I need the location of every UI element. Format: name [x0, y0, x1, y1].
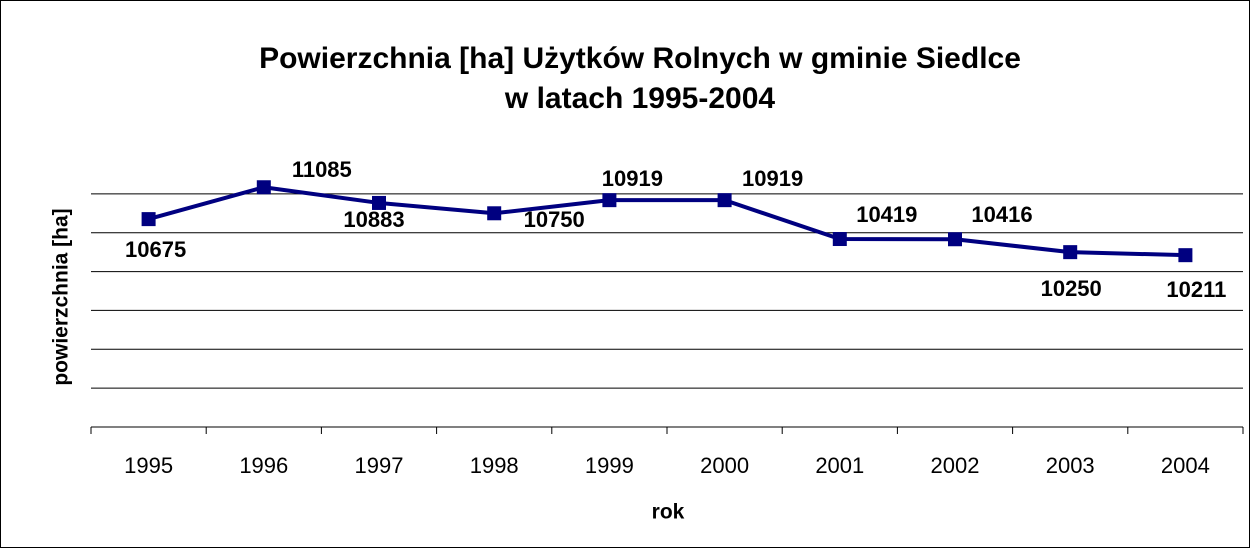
data-label: 10919: [602, 166, 663, 191]
data-point: [487, 206, 502, 221]
data-label: 10883: [343, 207, 404, 232]
data-label: 10919: [742, 166, 803, 191]
data-point: [256, 180, 271, 195]
data-point: [948, 232, 962, 247]
chart-title: Powierzchnia [ha] Użytków Rolnych w gmin…: [259, 42, 1021, 75]
x-tick-label: 1998: [470, 453, 519, 478]
x-tick-label: 2000: [700, 453, 749, 478]
x-tick-label: 2001: [815, 453, 864, 478]
data-point: [1178, 248, 1193, 263]
x-axis-label: rok: [652, 501, 685, 524]
data-label: 10250: [1041, 276, 1102, 301]
y-axis-label: powierzchnia [ha]: [50, 208, 73, 385]
data-label: 10416: [971, 202, 1032, 227]
x-tick-label: 2002: [931, 453, 980, 478]
data-point: [372, 195, 386, 210]
data-point: [832, 232, 847, 247]
data-point: [1063, 245, 1078, 260]
x-tick-label: 2003: [1046, 453, 1095, 478]
data-line: [148, 185, 1186, 258]
x-tick-label: 1997: [355, 453, 404, 478]
x-tick-label: 1999: [585, 453, 634, 478]
data-label: 10675: [125, 237, 186, 262]
x-tick-label: 1995: [124, 453, 173, 478]
data-label: 10419: [856, 202, 917, 227]
x-tick-label: 2004: [1161, 453, 1210, 478]
data-label: 10211: [1166, 277, 1226, 302]
data-point: [717, 193, 732, 208]
chart-title: w latach 1995-2004: [504, 82, 775, 115]
data-point: [602, 193, 617, 208]
x-tick-label: 1996: [239, 453, 288, 478]
data-label: 11085: [292, 157, 352, 182]
data-label: 10750: [524, 207, 585, 232]
data-point: [141, 212, 156, 227]
